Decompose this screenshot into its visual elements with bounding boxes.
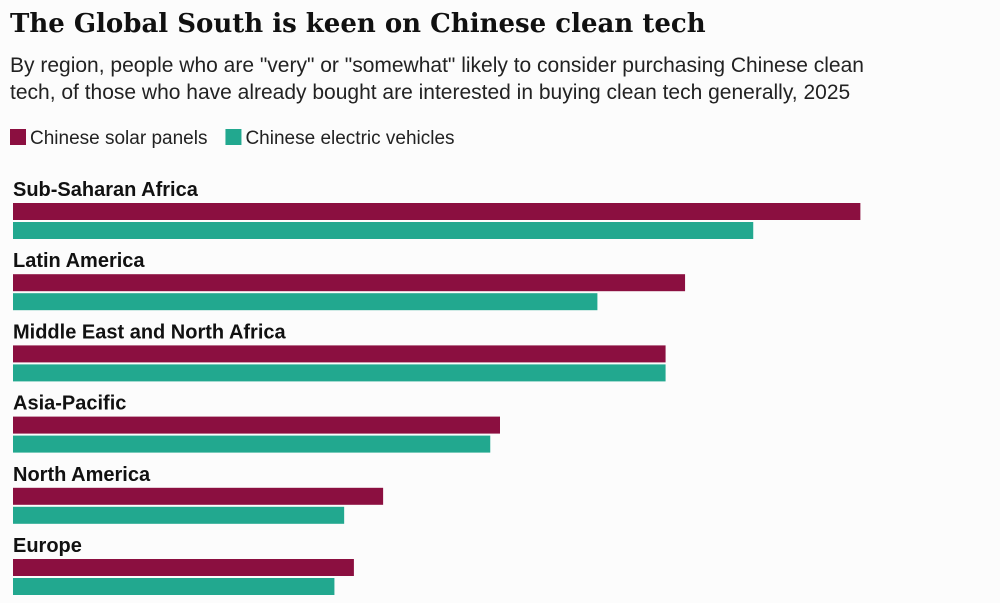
- category-label: North America: [13, 464, 151, 486]
- bar: [13, 364, 666, 382]
- subtitle: tech, of those who have already bought a…: [10, 81, 850, 104]
- legend-label: Chinese electric vehicles: [245, 128, 454, 149]
- subtitle: By region, people who are "very" or "som…: [10, 54, 864, 77]
- category-label: Middle East and North Africa: [13, 321, 287, 343]
- bar: [13, 222, 754, 239]
- bar: [13, 506, 345, 524]
- legend-swatch: [10, 129, 26, 145]
- bar: [13, 578, 335, 595]
- legend-swatch: [225, 129, 242, 145]
- chart-title: The Global South is keen on Chinese clea…: [10, 9, 706, 39]
- category-label: Asia-Pacific: [13, 393, 126, 415]
- bar: [13, 345, 666, 363]
- bar: [13, 435, 491, 453]
- legend-label: Chinese solar panels: [30, 128, 207, 149]
- bar: [13, 416, 500, 434]
- bar: [13, 293, 598, 311]
- bar: [13, 274, 686, 292]
- bar: [13, 559, 354, 576]
- category-label: Europe: [13, 535, 82, 557]
- bar: [13, 487, 384, 505]
- category-label: Sub-Saharan Africa: [13, 179, 199, 201]
- category-label: Latin America: [13, 250, 145, 272]
- bar: [13, 203, 861, 220]
